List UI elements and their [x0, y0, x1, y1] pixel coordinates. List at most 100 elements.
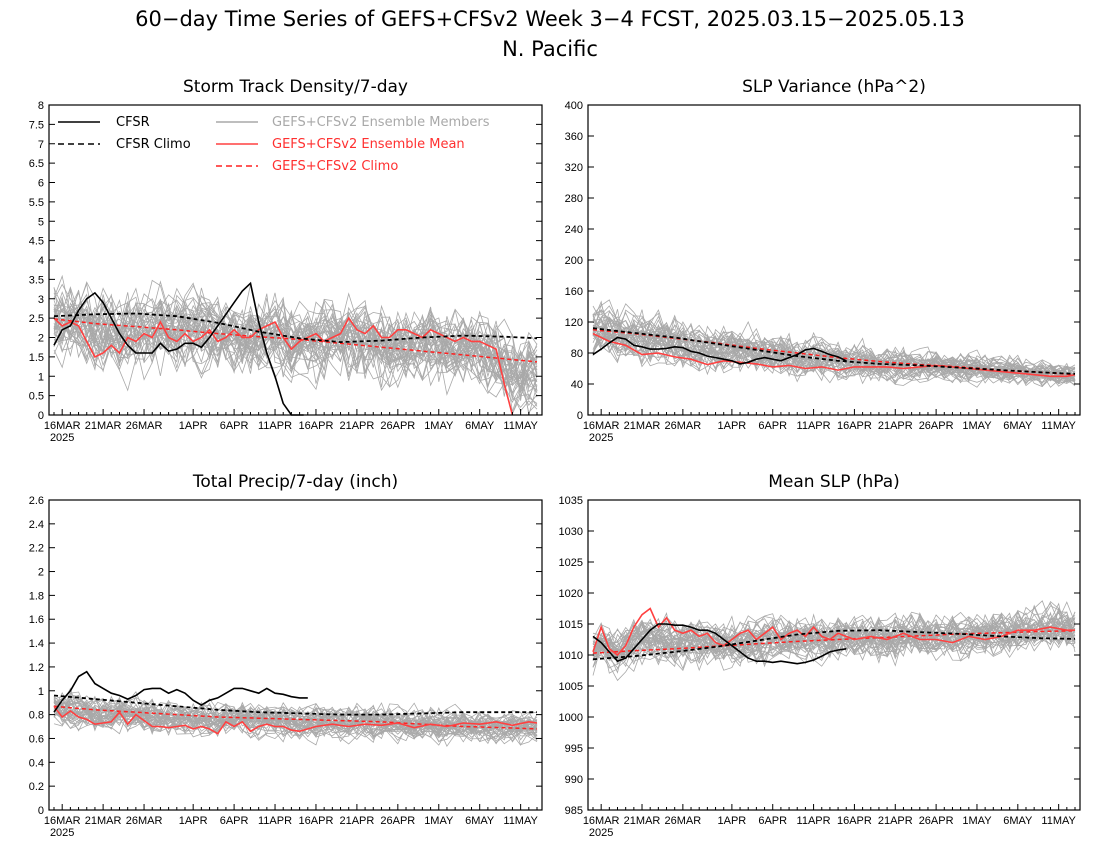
x-tick-label: 21MAR	[85, 420, 122, 432]
y-tick-label: 2	[38, 333, 44, 345]
y-tick-label: 2.2	[29, 543, 44, 555]
x-tick-label: 16MAR	[44, 420, 81, 432]
x-tick-label: 21APR	[339, 420, 374, 432]
y-tick-label: 1005	[559, 681, 583, 693]
x-year-label: 2025	[50, 432, 74, 444]
x-tick-label: 21MAR	[624, 815, 661, 827]
y-tick-label: 0	[38, 805, 44, 817]
x-tick-label: 16APR	[299, 815, 334, 827]
y-tick-label: 2.6	[29, 495, 44, 507]
member-line	[53, 300, 538, 392]
x-tick-label: 11MAY	[503, 420, 538, 432]
y-tick-label: 360	[565, 131, 583, 143]
x-tick-label: 6APR	[758, 815, 787, 827]
member-line	[592, 331, 1076, 387]
y-tick-label: 1.8	[29, 590, 44, 602]
y-tick-label: 1.2	[29, 662, 44, 674]
ensemble-mean-line-precip	[53, 705, 538, 735]
legend-cfsr-climo-label: CFSR Climo	[116, 137, 191, 152]
x-tick-label: 11MAY	[1041, 815, 1076, 827]
cfsr-climo-line-storm	[53, 312, 538, 344]
y-tick-label: 2.5	[29, 313, 44, 325]
x-tick-label: 11APR	[797, 420, 831, 432]
ensemble-mean-line-meanslp	[592, 607, 1075, 657]
x-tick-label: 26APR	[919, 815, 954, 827]
y-tick-label: 0.8	[29, 710, 44, 722]
x-tick-label: 1APR	[718, 420, 747, 432]
y-tick-label: 0.4	[29, 757, 44, 769]
member-line	[53, 698, 538, 739]
y-tick-label: 80	[571, 348, 583, 360]
x-tick-label: 16APR	[837, 420, 872, 432]
x-tick-label: 1APR	[179, 420, 208, 432]
x-tick-label: 21APR	[339, 815, 374, 827]
x-tick-label: 26MAR	[665, 420, 702, 432]
cfsr-line-storm	[53, 281, 304, 416]
x-tick-label: 1MAY	[962, 420, 992, 432]
member-line	[592, 324, 1076, 383]
y-tick-label: 7.5	[29, 119, 44, 131]
y-tick-label: 120	[565, 317, 583, 329]
legend-gefs-climo-label: GEFS+CFSv2 Climo	[272, 159, 398, 174]
member-line	[53, 298, 538, 394]
legend-cfsr-label: CFSR	[116, 115, 150, 130]
member-line	[53, 302, 538, 393]
figure-title: 60−day Time Series of GEFS+CFSv2 Week 3−…	[135, 7, 965, 31]
y-tick-label: 0	[38, 410, 44, 422]
panels: Storm Track Density/7-day 0 0.5 1 1.5 2 2.5 3 3.…	[29, 77, 1081, 839]
cfsr-climo-line-slpvar	[592, 327, 1076, 375]
x-tick-label: 26MAR	[126, 815, 163, 827]
y-tick-label: 1035	[559, 495, 583, 507]
member-line	[53, 696, 538, 738]
member-line	[53, 699, 538, 744]
x-tick-label: 26MAR	[665, 815, 702, 827]
member-line	[592, 311, 1076, 382]
y-tick-label: 1	[38, 686, 44, 698]
x-tick-label: 1MAY	[424, 420, 454, 432]
x-tick-label: 1MAY	[962, 815, 992, 827]
gefs-climo-line-precip	[53, 705, 538, 730]
x-tick-label: 6MAY	[1003, 420, 1033, 432]
member-line	[53, 694, 538, 746]
y-tick-label: 990	[565, 774, 583, 786]
y-tick-label: 1	[38, 371, 44, 383]
y-tick-label: 0.2	[29, 781, 44, 793]
x-tick-label: 1APR	[179, 815, 208, 827]
y-tick-label: 2	[38, 567, 44, 579]
cfsr-climo-line-meanslp	[592, 629, 1076, 661]
panel-storm: Storm Track Density/7-day 0 0.5 1 1.5 2 2.5 3 3.…	[29, 77, 543, 444]
y-tick-label: 1015	[559, 619, 583, 631]
y-tick-label: 4	[38, 255, 44, 267]
panel-precip: Total Precip/7-day (inch)00.20.40.60.811…	[29, 472, 543, 839]
member-line	[53, 281, 538, 378]
y-tick-label: 1.4	[29, 638, 44, 650]
member-line	[53, 702, 538, 737]
ensemble-mean-line-storm	[53, 316, 514, 416]
x-tick-label: 6APR	[220, 420, 249, 432]
panel-title-storm: Storm Track Density/7-day	[183, 77, 408, 97]
y-tick-label: 40	[571, 379, 583, 391]
cfsr-climo-line-precip	[53, 694, 537, 716]
x-tick-label: 16MAR	[583, 815, 620, 827]
x-tick-label: 1APR	[718, 815, 747, 827]
member-line	[53, 701, 538, 739]
panel-title-precip: Total Precip/7-day (inch)	[192, 472, 398, 492]
x-tick-label: 26APR	[380, 420, 415, 432]
cfsr-line-slpvar	[592, 336, 847, 365]
x-tick-label: 16MAR	[44, 815, 81, 827]
x-tick-label: 21MAR	[624, 420, 661, 432]
y-tick-label: 280	[565, 193, 583, 205]
x-year-label: 2025	[589, 827, 613, 839]
y-tick-label: 200	[565, 255, 583, 267]
x-tick-label: 21APR	[878, 815, 913, 827]
x-tick-label: 26APR	[919, 420, 954, 432]
member-line	[592, 610, 1076, 664]
y-tick-label: 1010	[559, 650, 583, 662]
member-line	[53, 691, 538, 741]
y-tick-label: 2.4	[29, 519, 44, 531]
y-tick-label: 8	[38, 100, 44, 112]
gefs-climo-line-meanslp	[592, 630, 1076, 654]
ensemble-members-slpvar	[592, 299, 1076, 388]
y-tick-label: 6	[38, 178, 44, 190]
